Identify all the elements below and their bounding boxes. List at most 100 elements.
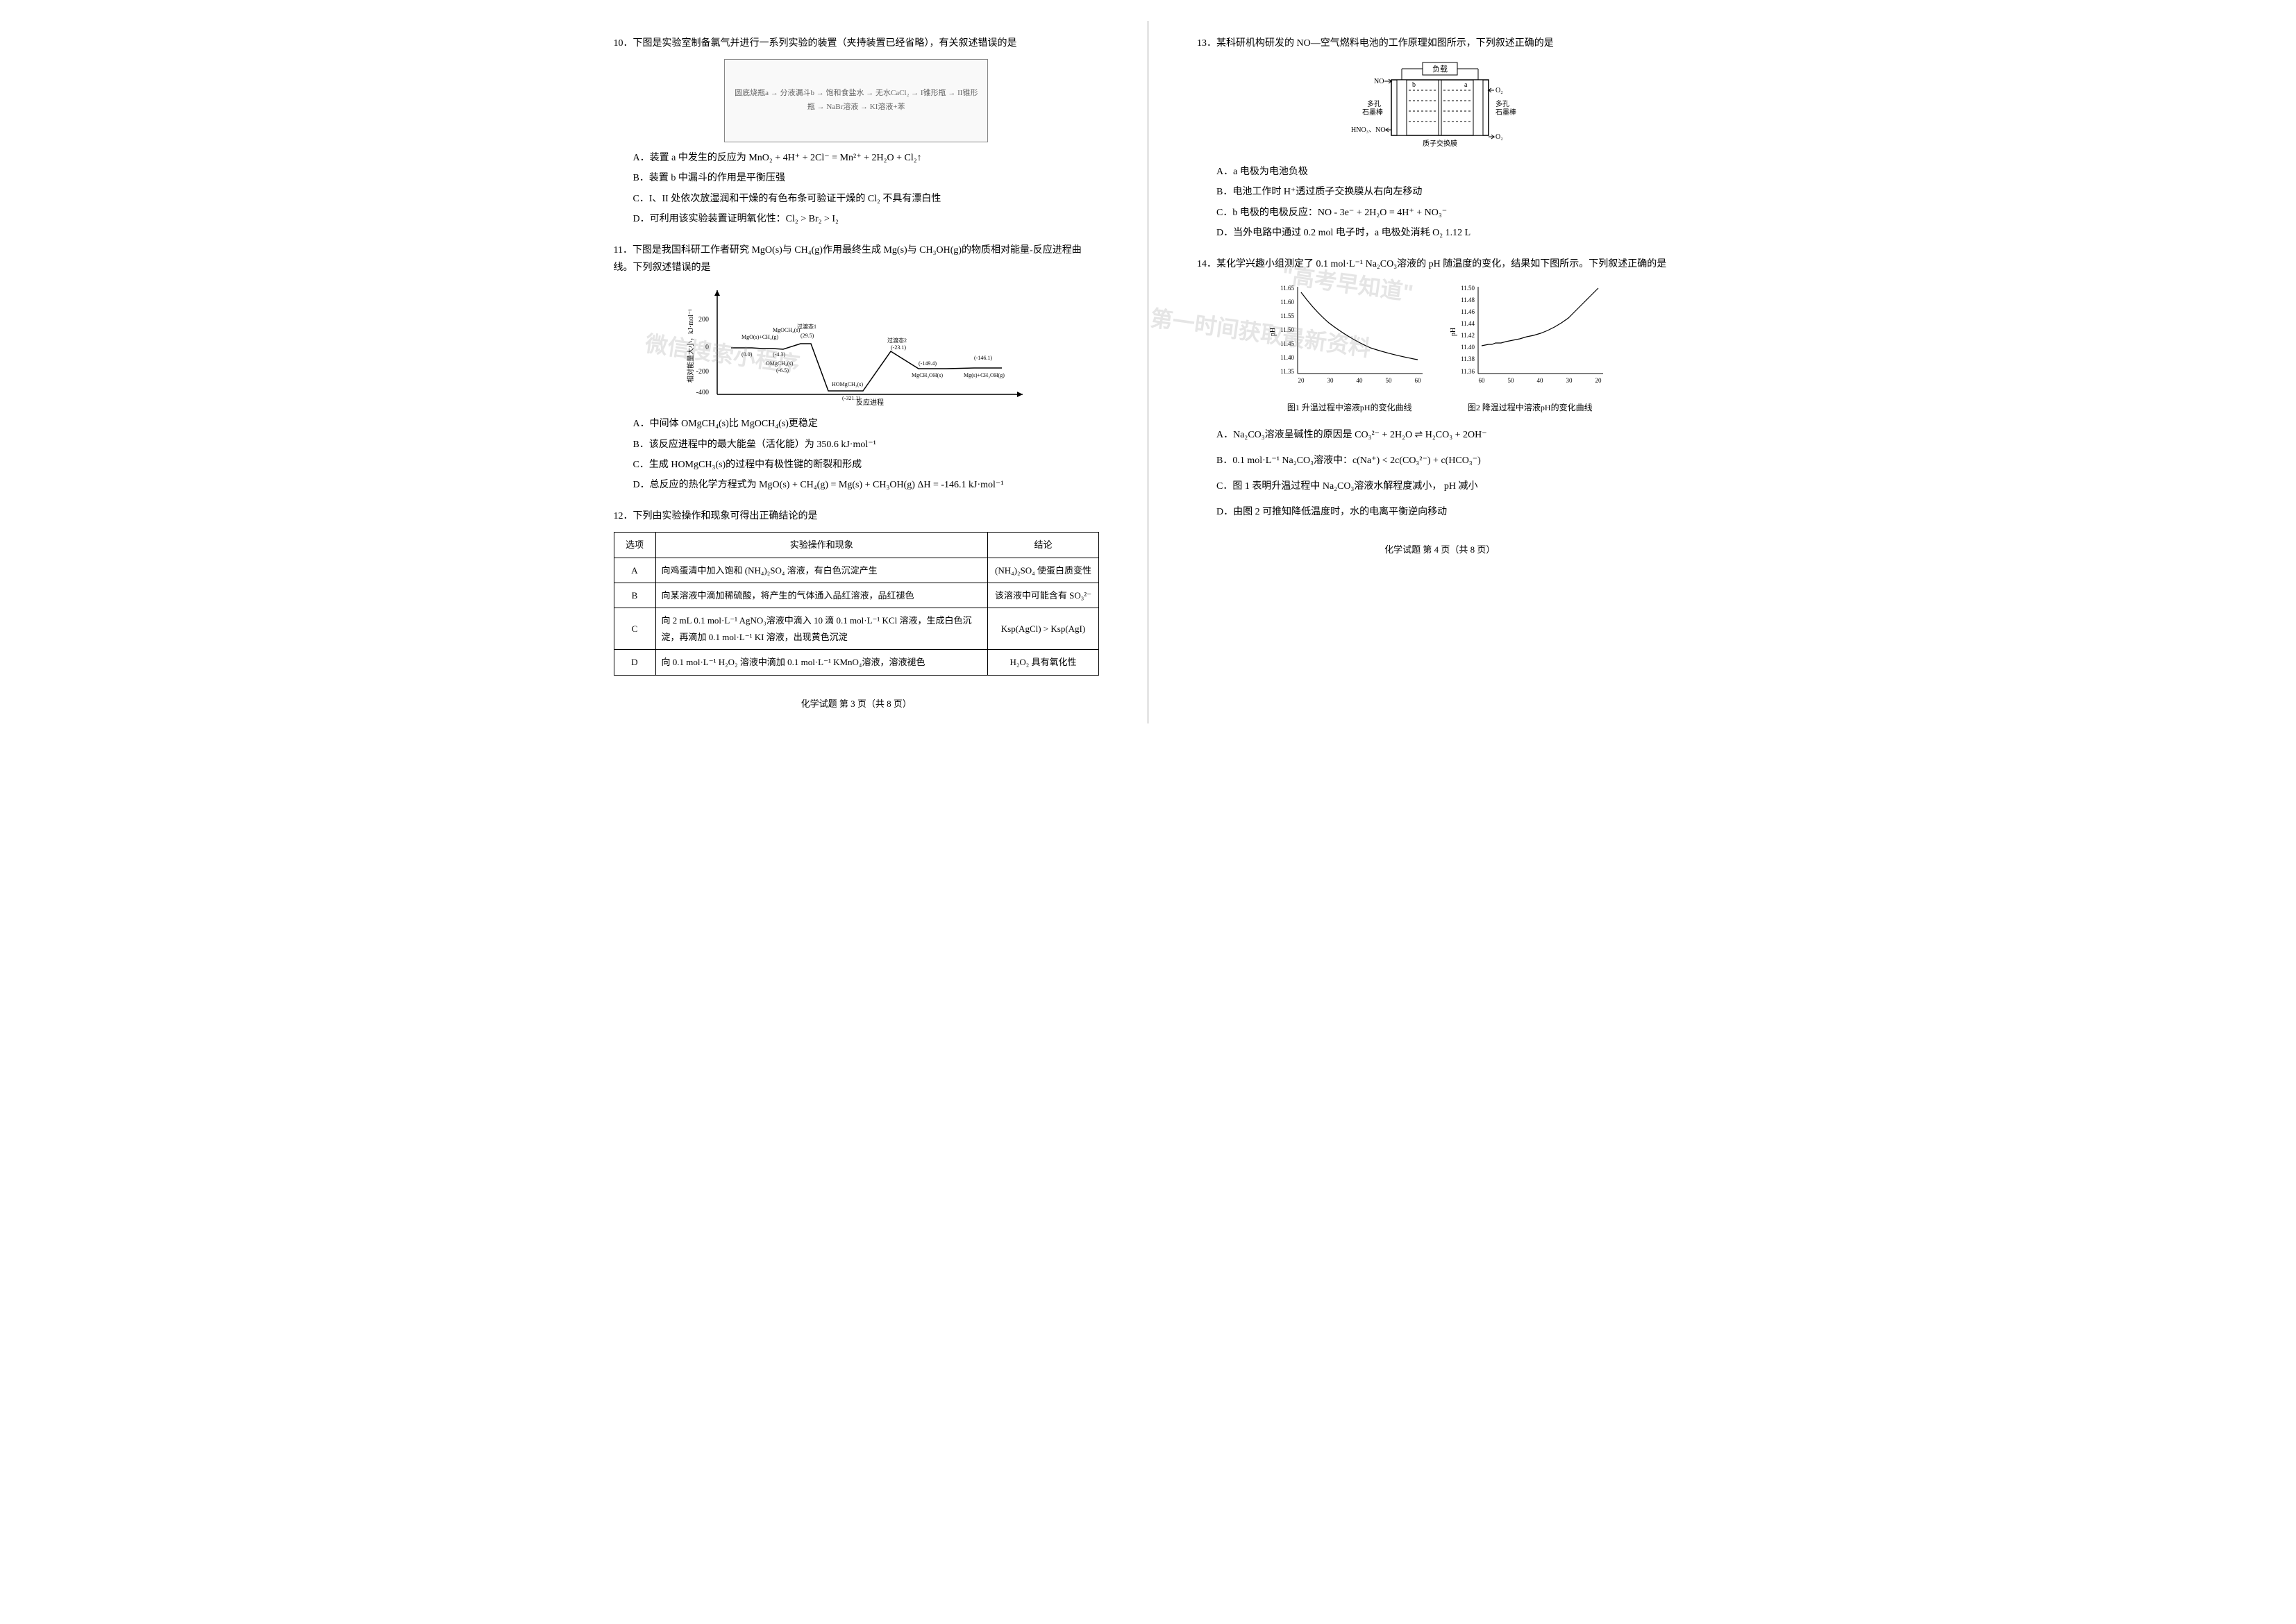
q10-options: A．装置 a 中发生的反应为 MnO₂ + 4H⁺ + 2Cl⁻ = Mn²⁺ …	[614, 149, 1100, 228]
svg-text:30: 30	[1327, 377, 1334, 384]
q13-options: A．a 电极为电池负极 B．电池工作时 H⁺透过质子交换膜从右向左移动 C．b …	[1197, 163, 1683, 242]
svg-text:b: b	[1412, 81, 1416, 89]
svg-text:20: 20	[1595, 377, 1602, 384]
cell-c-op: 向 2 mL 0.1 mol·L⁻¹ AgNO₃溶液中滴入 10 滴 0.1 m…	[655, 608, 988, 650]
q10-option-d: D．可利用该实验装置证明氧化性：Cl₂ > Br₂ > I₂	[633, 210, 1100, 228]
svg-text:HOMgCH₃(s): HOMgCH₃(s)	[832, 381, 863, 387]
right-page: "高考早知道" 第一时间获取最新资料 13．某科研机构研发的 NO—空气燃料电池…	[1176, 21, 1704, 723]
svg-text:Mg(s)+CH₃OH(g): Mg(s)+CH₃OH(g)	[964, 372, 1005, 378]
table-row: B 向某溶液中滴加稀硫酸，将产生的气体通入品红溶液，品红褪色 该溶液中可能含有 …	[614, 583, 1099, 608]
svg-text:多孔: 多孔	[1495, 99, 1509, 108]
q10-stem: 10．下图是实验室制备氯气并进行一系列实验的装置（夹持装置已经省略），有关叙述错…	[614, 35, 1100, 52]
svg-text:(-4.3): (-4.3)	[773, 351, 785, 358]
cell-a-con: (NH₄)₂SO₄ 使蛋白质变性	[988, 558, 1099, 583]
svg-text:HNO₃、NO: HNO₃、NO	[1351, 126, 1386, 134]
cell-b-con: 该溶液中可能含有 SO₃²⁻	[988, 583, 1099, 608]
cell-b-opt: B	[614, 583, 655, 608]
svg-text:多孔: 多孔	[1367, 99, 1381, 108]
page-container: 微信搜索小程序 10．下图是实验室制备氯气并进行一系列实验的装置（夹持装置已经省…	[593, 21, 1704, 723]
cell-c-opt: C	[614, 608, 655, 650]
apparatus-diagram: 圆底烧瓶a → 分液漏斗b → 饱和食盐水 → 无水CaCl₂ → I锥形瓶 →…	[724, 59, 988, 142]
q11-stem: 11．下图是我国科研工作者研究 MgO(s)与 CH₄(g)作用最终生成 Mg(…	[614, 242, 1100, 276]
cell-a-opt: A	[614, 558, 655, 583]
svg-text:相对能量大小，kJ·mol⁻¹: 相对能量大小，kJ·mol⁻¹	[686, 309, 695, 383]
svg-text:20: 20	[1298, 377, 1305, 384]
svg-text:NO: NO	[1374, 78, 1384, 85]
q10-option-c: C．I、II 处依次放湿润和干燥的有色布条可验证干燥的 Cl₂ 不具有漂白性	[633, 190, 1100, 208]
svg-text:11.40: 11.40	[1461, 344, 1475, 351]
svg-text:(29.5): (29.5)	[801, 333, 814, 339]
svg-text:O₂: O₂	[1495, 87, 1503, 94]
question-13: 13．某科研机构研发的 NO—空气燃料电池的工作原理如图所示，下列叙述正确的是 …	[1197, 35, 1683, 242]
question-11: 11．下图是我国科研工作者研究 MgO(s)与 CH₄(g)作用最终生成 Mg(…	[614, 242, 1100, 494]
q14-option-a: A．Na₂CO₃溶液呈碱性的原因是 CO₃²⁻ + 2H₂O ⇌ H₂CO₃ +…	[1216, 426, 1683, 444]
svg-text:11.55: 11.55	[1280, 312, 1294, 319]
svg-text:50: 50	[1507, 377, 1514, 384]
table-row: C 向 2 mL 0.1 mol·L⁻¹ AgNO₃溶液中滴入 10 滴 0.1…	[614, 608, 1099, 650]
ph-chart-2-svg: 11.50 11.48 11.46 11.44 11.42 11.40 11.3…	[1447, 280, 1614, 391]
svg-text:11.60: 11.60	[1280, 299, 1294, 305]
col-operation: 实验操作和现象	[655, 533, 988, 558]
svg-text:石墨棒: 石墨棒	[1495, 108, 1516, 117]
q13-option-d: D．当外电路中通过 0.2 mol 电子时，a 电极处消耗 O₂ 1.12 L	[1216, 224, 1683, 242]
svg-text:11.42: 11.42	[1461, 332, 1475, 339]
svg-text:11.40: 11.40	[1280, 354, 1294, 361]
chart1-caption: 图1 升温过程中溶液pH的变化曲线	[1266, 401, 1433, 416]
question-10: 10．下图是实验室制备氯气并进行一系列实验的装置（夹持装置已经省略），有关叙述错…	[614, 35, 1100, 228]
svg-text:11.46: 11.46	[1461, 308, 1475, 315]
svg-text:(-321.1): (-321.1)	[842, 395, 860, 401]
q14-option-b: B．0.1 mol·L⁻¹ Na₂CO₃溶液中：c(Na⁺) < 2c(CO₃²…	[1216, 452, 1683, 469]
fuel-cell-svg: 负载 b a	[1343, 59, 1537, 156]
left-footer: 化学试题 第 3 页（共 8 页）	[614, 696, 1100, 710]
svg-text:0: 0	[705, 344, 709, 351]
svg-text:11.48: 11.48	[1461, 296, 1475, 303]
svg-text:MgOCH₄(s): MgOCH₄(s)	[773, 327, 801, 333]
right-footer: 化学试题 第 4 页（共 8 页）	[1197, 542, 1683, 555]
q14-option-d: D．由图 2 可推知降低温度时，水的电离平衡逆向移动	[1216, 503, 1683, 521]
svg-text:11.35: 11.35	[1280, 368, 1294, 375]
ph-chart-1-svg: 11.65 11.60 11.55 11.50 11.45 11.40 11.3…	[1266, 280, 1433, 391]
left-page: 微信搜索小程序 10．下图是实验室制备氯气并进行一系列实验的装置（夹持装置已经省…	[593, 21, 1121, 723]
svg-text:50: 50	[1385, 377, 1392, 384]
q13-option-a: A．a 电极为电池负极	[1216, 163, 1683, 181]
svg-text:40: 40	[1536, 377, 1543, 384]
svg-text:60: 60	[1414, 377, 1421, 384]
svg-text:(-146.1): (-146.1)	[974, 355, 992, 361]
col-option: 选项	[614, 533, 655, 558]
cell-b-op: 向某溶液中滴加稀硫酸，将产生的气体通入品红溶液，品红褪色	[655, 583, 988, 608]
question-12: 12．下列由实验操作和现象可得出正确结论的是 选项 实验操作和现象 结论 A 向…	[614, 508, 1100, 676]
energy-chart-svg: 200 0 -200 -400 相对能量大小，kJ·mol⁻¹ 反应进程 MgO…	[682, 283, 1030, 408]
q11-options: A．中间体 OMgCH₄(s)比 MgOCH₄(s)更稳定 B．该反应进程中的最…	[614, 415, 1100, 494]
svg-text:O₂: O₂	[1495, 133, 1503, 141]
chart1-wrapper: 11.65 11.60 11.55 11.50 11.45 11.40 11.3…	[1266, 280, 1433, 416]
q11-option-b: B．该反应进程中的最大能垒（活化能）为 350.6 kJ·mol⁻¹	[633, 436, 1100, 453]
q13-figure: 负载 b a	[1197, 59, 1683, 156]
svg-text:11.36: 11.36	[1461, 368, 1475, 375]
q11-option-a: A．中间体 OMgCH₄(s)比 MgOCH₄(s)更稳定	[633, 415, 1100, 433]
svg-text:30: 30	[1566, 377, 1573, 384]
svg-text:负载: 负载	[1432, 64, 1448, 74]
q12-stem: 12．下列由实验操作和现象可得出正确结论的是	[614, 508, 1100, 525]
svg-text:(-23.1): (-23.1)	[891, 344, 906, 351]
cell-d-op: 向 0.1 mol·L⁻¹ H₂O₂ 溶液中滴加 0.1 mol·L⁻¹ KMn…	[655, 650, 988, 675]
table-row: A 向鸡蛋清中加入饱和 (NH₄)₂SO₄ 溶液，有白色沉淀产生 (NH₄)₂S…	[614, 558, 1099, 583]
svg-text:11.50: 11.50	[1461, 285, 1475, 292]
svg-text:石墨棒: 石墨棒	[1362, 108, 1383, 117]
svg-text:11.65: 11.65	[1280, 285, 1294, 292]
svg-text:过渡态1: 过渡态1	[797, 323, 816, 330]
svg-text:11.50: 11.50	[1280, 326, 1294, 333]
q10-option-a: A．装置 a 中发生的反应为 MnO₂ + 4H⁺ + 2Cl⁻ = Mn²⁺ …	[633, 149, 1100, 167]
svg-text:质子交换膜: 质子交换膜	[1423, 139, 1457, 148]
cell-a-op: 向鸡蛋清中加入饱和 (NH₄)₂SO₄ 溶液，有白色沉淀产生	[655, 558, 988, 583]
svg-text:(-6.5): (-6.5)	[776, 367, 789, 374]
svg-text:11.38: 11.38	[1461, 355, 1475, 362]
q14-stem: 14．某化学兴趣小组测定了 0.1 mol·L⁻¹ Na₂CO₃溶液的 pH 随…	[1197, 256, 1683, 273]
svg-text:40: 40	[1356, 377, 1363, 384]
chart2-wrapper: 11.50 11.48 11.46 11.44 11.42 11.40 11.3…	[1447, 280, 1614, 416]
svg-text:a: a	[1464, 81, 1468, 89]
svg-text:(-149.4): (-149.4)	[919, 360, 937, 367]
q13-stem: 13．某科研机构研发的 NO—空气燃料电池的工作原理如图所示，下列叙述正确的是	[1197, 35, 1683, 52]
q11-option-d: D．总反应的热化学方程式为 MgO(s) + CH₄(g) = Mg(s) + …	[633, 476, 1100, 494]
table-row: D 向 0.1 mol·L⁻¹ H₂O₂ 溶液中滴加 0.1 mol·L⁻¹ K…	[614, 650, 1099, 675]
cell-d-opt: D	[614, 650, 655, 675]
